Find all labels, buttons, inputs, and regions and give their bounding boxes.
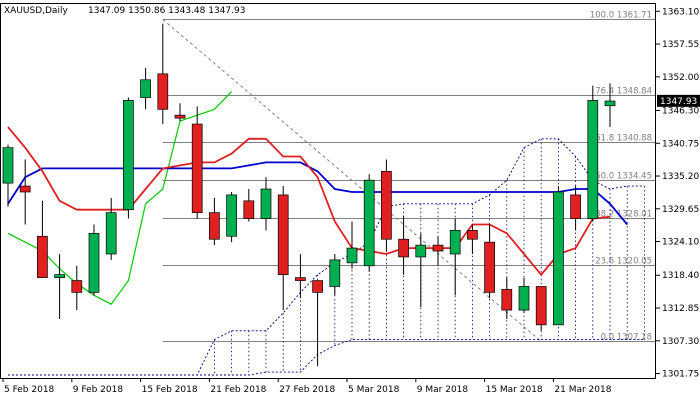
bearish-candle (381, 170, 392, 240)
bearish-candle (398, 238, 409, 258)
fib-level-label: 23.6 1320.05 (595, 257, 652, 267)
x-tick-label: 9 Mar 2018 (417, 385, 469, 395)
x-tick-label: 15 Feb 2018 (142, 385, 198, 395)
bullish-candle (2, 147, 14, 184)
x-tick-label: 5 Feb 2018 (4, 385, 55, 395)
x-tick-label: 15 Mar 2018 (486, 385, 543, 395)
bullish-candle (449, 230, 461, 255)
bullish-candle (260, 188, 272, 219)
plot-frame (0, 3, 656, 379)
bullish-candle (105, 212, 117, 255)
kijun-sen-line (7, 161, 628, 226)
senkou-span-b-line (8, 138, 645, 376)
y-tick-label: 1346.30 (662, 106, 699, 116)
y-tick-label: 1307.30 (662, 337, 699, 347)
bearish-candle (191, 123, 203, 213)
bullish-candle (54, 274, 65, 278)
chart-symbol: XAUUSD,Daily (4, 6, 68, 16)
fib-level-label: 38.2 1328.01 (595, 209, 652, 219)
bearish-candle (312, 280, 323, 293)
bearish-candle (535, 286, 547, 326)
y-tick-label: 1363.10 (662, 7, 699, 17)
ichimoku-lines (7, 91, 645, 376)
fib-level-label: 100.0 1361.71 (590, 10, 652, 20)
bullish-candle (553, 191, 564, 326)
bearish-candle (484, 241, 495, 293)
bullish-candle (329, 259, 341, 287)
fib-level-label: 61.8 1340.88 (595, 133, 652, 143)
y-tick-label: 1312.85 (662, 304, 699, 314)
bullish-candle (604, 100, 616, 107)
x-tick-label: 21 Mar 2018 (554, 385, 611, 395)
x-tick-label: 21 Feb 2018 (210, 385, 266, 395)
y-tick-label: 1318.40 (662, 271, 699, 281)
y-tick-label: 1352.00 (662, 73, 699, 83)
bullish-candle (518, 286, 530, 311)
x-tick-label: 27 Feb 2018 (279, 385, 335, 395)
bearish-candle (295, 277, 306, 281)
x-tick-label: 9 Feb 2018 (73, 385, 124, 395)
y-tick-label: 1340.75 (662, 139, 699, 149)
bullish-candle (140, 79, 151, 98)
chart-ohlc: 1347.09 1350.86 1343.48 1347.93 (88, 6, 245, 16)
bearish-candle (277, 194, 289, 276)
bearish-candle (501, 289, 513, 311)
bullish-candle (363, 179, 375, 267)
bearish-candle (174, 114, 186, 119)
fibonacci-retracement: 100.0 1361.71 76.4 1348.84 61.8 1340.88 50.… (162, 10, 656, 343)
bullish-candle (587, 100, 599, 219)
bullish-candle (226, 194, 237, 237)
tenkan-sen-line (7, 126, 611, 277)
y-tick-label: 1301.75 (662, 370, 699, 380)
bearish-candle (19, 185, 31, 193)
bullish-candle (123, 100, 134, 211)
bearish-candle (71, 280, 83, 293)
last-price-tag (657, 94, 700, 107)
bearish-candle (243, 200, 255, 219)
bearish-candle (157, 73, 169, 110)
fib-level-label: 76.4 1348.84 (595, 86, 652, 96)
bullish-candle (346, 247, 358, 264)
bearish-candle (467, 230, 478, 240)
bullish-candle (88, 232, 100, 293)
bearish-candle (432, 244, 444, 252)
axes: 1363.10 1357.55 1352.00 1346.30 1340.75 1335.… (0, 3, 700, 395)
x-tick-label: 5 Mar 2018 (348, 385, 400, 395)
last-price-label: 1347.93 (660, 97, 697, 107)
y-tick-label: 1335.20 (662, 172, 699, 182)
candles (2, 23, 616, 367)
y-tick-label: 1357.55 (662, 40, 699, 50)
bearish-candle (37, 235, 48, 278)
y-tick-label: 1324.10 (662, 238, 699, 248)
bearish-candle (570, 194, 581, 219)
senkou-span-a-line (8, 339, 645, 376)
bullish-candle (415, 244, 427, 258)
fib-level-label: 0.0 1307.18 (601, 333, 652, 343)
bearish-candle (209, 212, 220, 240)
y-tick-label: 1329.65 (662, 205, 699, 215)
fib-level-label: 50.0 1334.45 (595, 171, 652, 181)
